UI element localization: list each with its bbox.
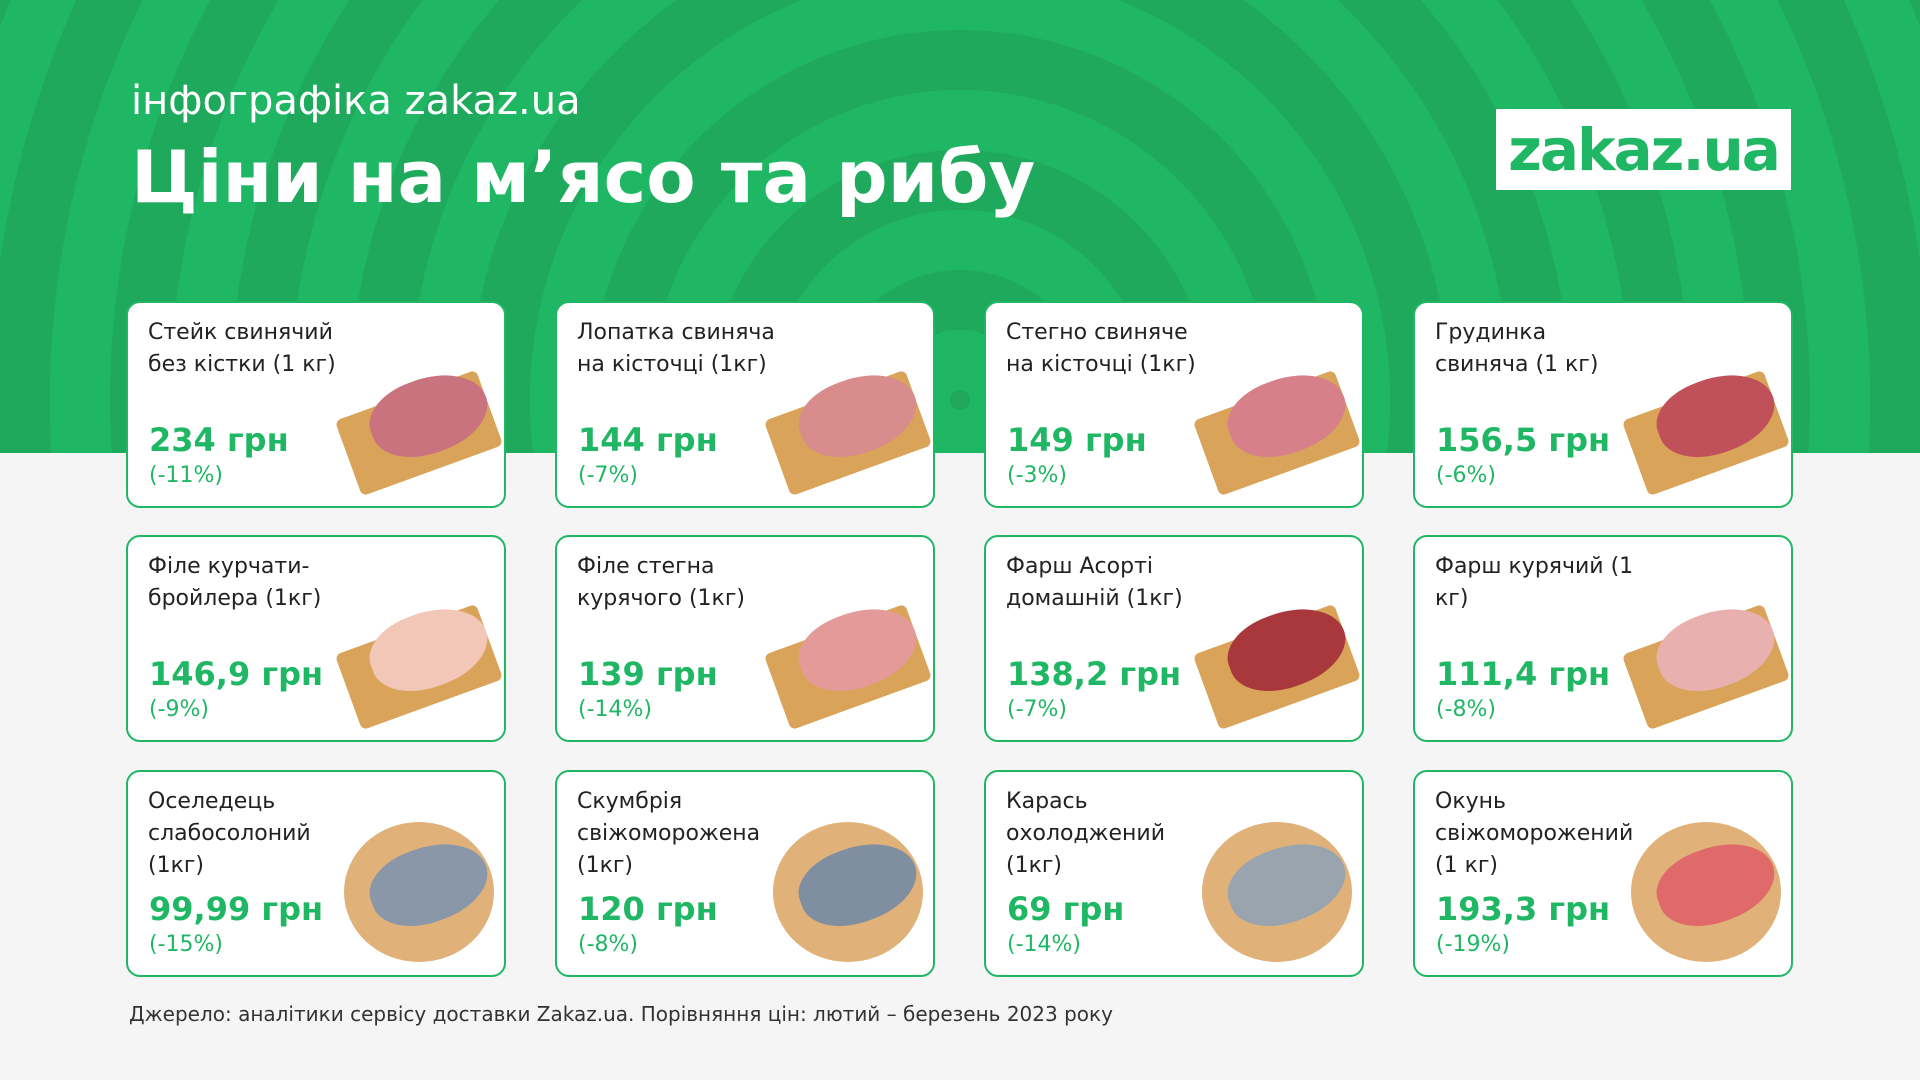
product-card: Карась охолоджений (1кг) 69 грн (-14%): [984, 770, 1364, 977]
product-price: 69 грн: [1007, 890, 1125, 928]
product-name: Карась охолоджений (1кг): [1006, 789, 1166, 878]
product-name: Фарш Асорті домашній (1кг): [1006, 554, 1183, 611]
product-image: [753, 812, 933, 972]
product-card: Окунь свіжоморожений (1 кг) 193,3 грн (-…: [1413, 770, 1793, 977]
source-note: Джерело: аналітики сервісу доставки Zaka…: [129, 1002, 1113, 1026]
product-image: [1182, 812, 1362, 972]
price-change: (-8%): [1436, 697, 1497, 722]
product-price: 144 грн: [578, 421, 718, 459]
price-change: (-7%): [578, 463, 639, 488]
price-change: (-15%): [149, 932, 224, 957]
product-name: Оселедець слабосолоний (1кг): [148, 789, 311, 878]
price-change: (-7%): [1007, 697, 1068, 722]
product-card: Філе курчати-бройлера (1кг) 146,9 грн (-…: [126, 535, 506, 742]
product-price: 120 грн: [578, 890, 718, 928]
product-card: Фарш Асорті домашній (1кг) 138,2 грн (-7…: [984, 535, 1364, 742]
product-name: Філе стегна курячого (1кг): [577, 554, 745, 611]
product-price: 193,3 грн: [1436, 890, 1611, 928]
zakaz-logo: zakaz.ua: [1496, 109, 1791, 190]
product-price: 99,99 грн: [149, 890, 324, 928]
price-change: (-3%): [1007, 463, 1068, 488]
subtitle: інфографіка zakaz.ua: [131, 78, 581, 124]
product-card: Стегно свиняче на кісточці (1кг) 149 грн…: [984, 301, 1364, 508]
price-change: (-9%): [149, 697, 210, 722]
price-change: (-6%): [1436, 463, 1497, 488]
product-name: Скумбрія свіжоморожена (1кг): [577, 789, 761, 878]
price-change: (-11%): [149, 463, 224, 488]
product-name: Окунь свіжоморожений (1 кг): [1435, 789, 1634, 878]
product-card: Грудинка свиняча (1 кг) 156,5 грн (-6%): [1413, 301, 1793, 508]
product-card: Філе стегна курячого (1кг) 139 грн (-14%…: [555, 535, 935, 742]
product-card: Скумбрія свіжоморожена (1кг) 120 грн (-8…: [555, 770, 935, 977]
product-card: Оселедець слабосолоний (1кг) 99,99 грн (…: [126, 770, 506, 977]
product-card: Лопатка свиняча на кісточці (1кг) 144 гр…: [555, 301, 935, 508]
product-price: 111,4 грн: [1436, 655, 1611, 693]
product-name: Стегно свиняче на кісточці (1кг): [1006, 320, 1196, 377]
product-price: 138,2 грн: [1007, 655, 1182, 693]
product-price: 139 грн: [578, 655, 718, 693]
product-card: Фарш курячий (1 кг) 111,4 грн (-8%): [1413, 535, 1793, 742]
product-name: Лопатка свиняча на кісточці (1кг): [577, 320, 775, 377]
product-card: Стейк свинячий без кістки (1 кг) 234 грн…: [126, 301, 506, 508]
price-change: (-14%): [578, 697, 653, 722]
price-change: (-19%): [1436, 932, 1511, 957]
page-title: Ціни на м’ясо та рибу: [131, 135, 1036, 219]
product-price: 234 грн: [149, 421, 289, 459]
product-price: 149 грн: [1007, 421, 1147, 459]
price-change: (-8%): [578, 932, 639, 957]
price-change: (-14%): [1007, 932, 1082, 957]
product-price: 156,5 грн: [1436, 421, 1611, 459]
product-image: [324, 812, 504, 972]
product-name: Грудинка свиняча (1 кг): [1435, 320, 1599, 377]
product-name: Фарш курячий (1 кг): [1435, 554, 1634, 611]
product-price: 146,9 грн: [149, 655, 324, 693]
product-image: [1611, 812, 1791, 972]
product-name: Філе курчати-бройлера (1кг): [148, 554, 322, 611]
product-name: Стейк свинячий без кістки (1 кг): [148, 320, 336, 377]
